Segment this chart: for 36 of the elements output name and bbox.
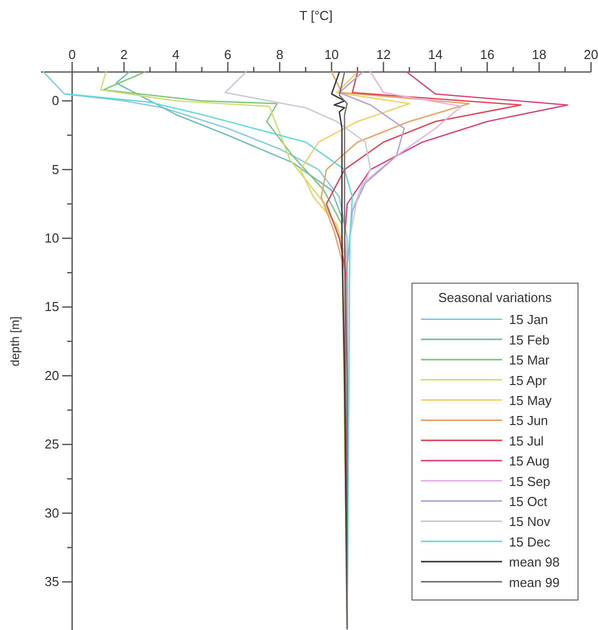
x-tick-label: 4 <box>172 47 180 62</box>
y-tick-label: 30 <box>44 505 60 520</box>
x-tick-label: 14 <box>428 47 443 62</box>
text: 15 Oct <box>509 494 548 509</box>
text: 15 Dec <box>509 534 551 550</box>
text: 15 Jun <box>509 413 548 428</box>
text: 15 Jan <box>509 312 548 328</box>
x-tick-label: 6 <box>224 47 232 62</box>
x-tick-label: 0 <box>68 47 76 62</box>
y-tick-label: 0 <box>52 93 60 108</box>
y-tick-label: 5 <box>52 162 60 177</box>
text: 15 Mar <box>509 352 550 368</box>
text: 15 Nov <box>509 514 551 530</box>
text: mean 98 <box>509 554 560 570</box>
y-tick-label: 10 <box>44 230 60 246</box>
x-tick-label: 16 <box>480 47 494 62</box>
text: 15 Apr <box>509 372 548 388</box>
legend-title: Seasonal variations <box>438 290 552 306</box>
text: mean 99 <box>509 574 560 590</box>
y-tick-label: 25 <box>44 436 60 452</box>
x-tick-label: 18 <box>532 47 546 62</box>
text: 15 Aug <box>509 454 550 469</box>
text: 15 May <box>509 393 552 408</box>
y-axis-title: depth [m] <box>8 316 22 366</box>
y-tick-label: 20 <box>44 368 60 383</box>
text: 15 Feb <box>509 332 550 348</box>
x-tick-label: 10 <box>324 47 339 62</box>
y-tick-label: 35 <box>44 574 60 590</box>
y-tick-label: 15 <box>44 299 60 314</box>
x-tick-label: 2 <box>120 47 128 62</box>
x-axis-title: T [°C] <box>299 8 333 23</box>
x-tick-label: 20 <box>584 47 598 62</box>
x-tick-label: 12 <box>376 47 391 62</box>
text: 15 Jul <box>509 433 544 448</box>
x-tick-label: 8 <box>276 47 284 62</box>
text: 15 Sep <box>509 474 550 489</box>
